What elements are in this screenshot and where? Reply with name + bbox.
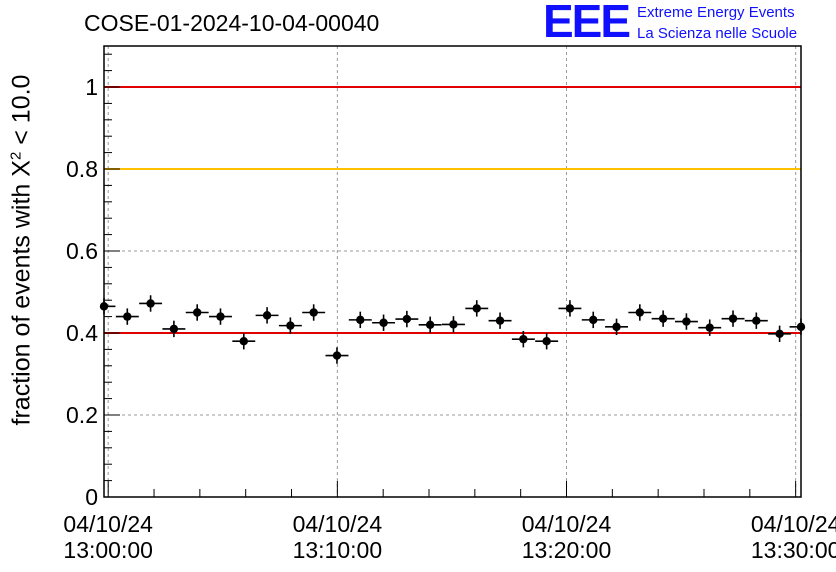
plot-area (104, 46, 801, 497)
data-point (768, 325, 792, 343)
y-tick-label: 0 (85, 484, 98, 510)
plot-frame (103, 45, 802, 498)
logo-line-2: La Scienza nelle Scuole (637, 25, 798, 42)
data-marker (775, 329, 784, 339)
y-tick-label: 0.4 (66, 320, 98, 346)
x-tick-date-label: 04/10/24 (63, 511, 153, 537)
data-marker (612, 322, 621, 332)
data-marker (658, 314, 668, 323)
data-point (651, 310, 675, 327)
x-tick-time-label: 13:00:00 (63, 537, 153, 563)
data-marker (449, 320, 458, 329)
data-point (162, 320, 186, 338)
data-marker (635, 308, 645, 317)
data-marker (379, 318, 388, 327)
data-point (418, 316, 442, 333)
data-marker (472, 304, 481, 313)
logo-line-1: Extreme Energy Events (637, 4, 795, 21)
x-tick-date-label: 04/10/24 (293, 511, 383, 537)
y-tick-label: 0.6 (66, 238, 98, 264)
data-marker (192, 308, 202, 317)
data-point (511, 330, 535, 348)
data-marker (286, 321, 295, 330)
data-marker (402, 314, 412, 324)
x-tick-date-label: 04/10/24 (751, 511, 836, 537)
data-marker (589, 315, 598, 325)
data-marker (332, 351, 342, 360)
data-point (302, 304, 326, 321)
data-marker (542, 337, 551, 346)
data-point (325, 347, 349, 364)
data-point (232, 333, 256, 350)
data-point (789, 318, 806, 336)
data-marker (565, 304, 575, 313)
data-point (744, 312, 768, 329)
data-point (721, 310, 745, 327)
data-marker (796, 322, 806, 332)
data-marker (682, 317, 691, 326)
data-marker (752, 316, 761, 325)
data-point (185, 304, 209, 321)
y-tick-label: 0.8 (66, 156, 98, 182)
data-marker (123, 312, 132, 321)
data-point (99, 298, 116, 315)
data-point (488, 312, 512, 329)
data-point (558, 300, 582, 317)
data-point (605, 318, 628, 336)
data-marker (99, 302, 109, 311)
data-point (139, 295, 163, 312)
data-marker (309, 308, 318, 317)
data-point (628, 304, 652, 321)
data-marker (519, 334, 528, 344)
data-point (209, 308, 232, 325)
data-point (581, 311, 605, 329)
data-point (115, 308, 139, 325)
data-point (255, 307, 279, 324)
data-point (441, 316, 465, 333)
data-marker (146, 299, 155, 308)
logo-mark: EEE (543, 0, 631, 47)
x-tick-date-label: 04/10/24 (522, 511, 612, 537)
data-point (348, 311, 372, 329)
data-point (395, 310, 419, 328)
data-point (465, 300, 489, 317)
x-tick-time-label: 13:10:00 (293, 537, 383, 563)
data-marker (216, 312, 225, 321)
data-point (535, 333, 559, 350)
data-point (278, 317, 302, 334)
x-tick-time-label: 13:30:00 (751, 537, 836, 563)
data-marker (239, 337, 248, 346)
y-tick-label: 0.2 (66, 402, 98, 428)
data-marker (262, 311, 272, 320)
data-point (372, 314, 396, 331)
x-tick-time-label: 13:20:00 (522, 537, 612, 563)
data-marker (728, 314, 738, 323)
data-marker (495, 316, 505, 325)
y-tick-label: 1 (85, 74, 98, 100)
data-marker (169, 324, 179, 334)
data-marker (425, 320, 435, 329)
data-marker (356, 315, 365, 325)
data-point (698, 319, 722, 336)
chart-title: COSE-01-2024-10-04-00040 (84, 10, 380, 36)
data-marker (705, 323, 714, 332)
data-point (674, 313, 698, 330)
